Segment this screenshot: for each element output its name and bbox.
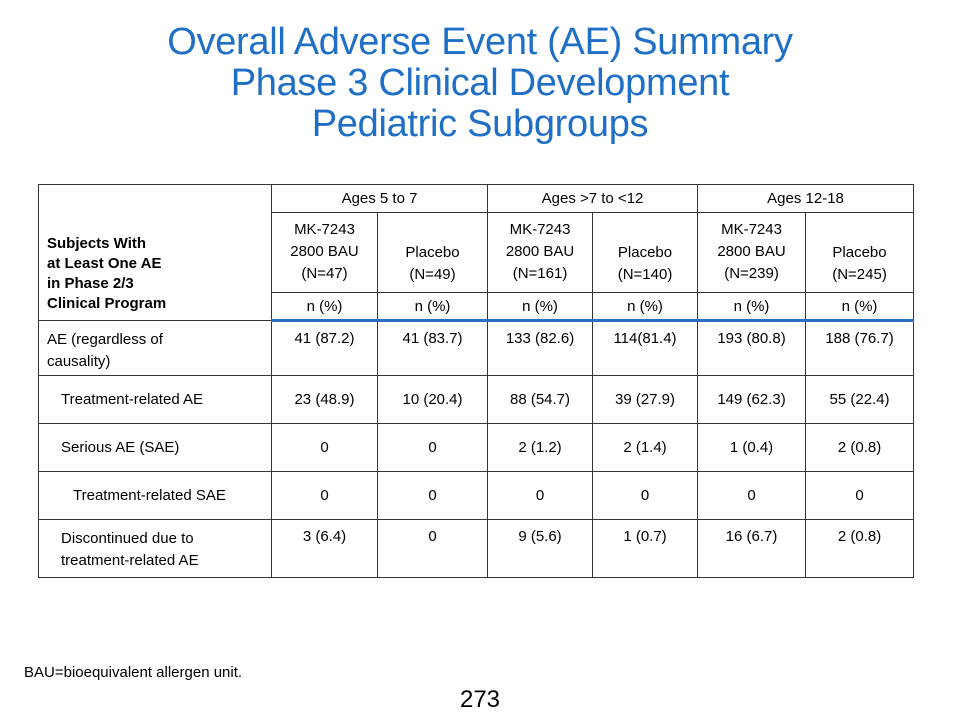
- arm-n: (N=245): [832, 266, 887, 283]
- arm-name-line: Placebo: [617, 244, 673, 261]
- arm-header: Placebo (N=49): [376, 212, 489, 293]
- table-cell: 0: [487, 471, 594, 520]
- table-cell: 39 (27.9): [592, 375, 699, 424]
- arm-name-line: 2800 BAU: [290, 243, 359, 260]
- unit-header: n (%): [592, 292, 699, 322]
- table-cell: 133 (82.6): [487, 320, 594, 376]
- header-label-line: in Phase 2/3: [47, 275, 134, 292]
- table-cell: 10 (20.4): [376, 375, 489, 424]
- arm-header: Placebo (N=245): [805, 212, 915, 293]
- table-cell: 188 (76.7): [805, 320, 915, 376]
- arm-n: (N=140): [617, 266, 673, 283]
- row-label-line: causality): [47, 353, 111, 370]
- row-label: Treatment-related SAE: [38, 471, 272, 520]
- table-cell: 0: [805, 471, 915, 520]
- unit-header: n (%): [376, 292, 489, 322]
- arm-n: (N=239): [724, 265, 779, 282]
- slide-title: Overall Adverse Event (AE) Summary Phase…: [0, 22, 960, 145]
- table-cell: 2 (0.8): [805, 423, 915, 472]
- arm-name-line: Placebo: [832, 244, 887, 261]
- unit-header: n (%): [805, 292, 915, 322]
- row-label: Discontinued due to treatment-related AE: [38, 519, 272, 578]
- table-header-label: Subjects With at Least One AE in Phase 2…: [38, 184, 272, 321]
- table-cell: 0: [271, 471, 378, 520]
- table-cell: 16 (6.7): [697, 519, 807, 578]
- arm-n: (N=47): [301, 265, 348, 282]
- table-row: Discontinued due to treatment-related AE…: [38, 519, 915, 578]
- table-cell: 0: [271, 423, 378, 472]
- arm-name-line: MK-7243: [294, 221, 355, 238]
- arm-name-line: 2800 BAU: [505, 243, 575, 260]
- table-cell: 114(81.4): [592, 320, 699, 376]
- table-cell: 2 (0.8): [805, 519, 915, 578]
- table-cell: 0: [376, 519, 489, 578]
- table-row: Treatment-related AE 23 (48.9) 10 (20.4)…: [38, 375, 915, 424]
- row-label-line: Discontinued due to: [61, 530, 194, 547]
- title-line-3: Pediatric Subgroups: [311, 103, 649, 145]
- row-label: AE (regardless of causality): [38, 320, 272, 376]
- arm-name-line: 2800 BAU: [717, 243, 786, 260]
- row-label-line: treatment-related AE: [61, 552, 199, 569]
- unit-header: n (%): [271, 292, 378, 322]
- group-header-ages-5-7: Ages 5 to 7: [270, 184, 489, 213]
- row-label: Treatment-related AE: [38, 375, 272, 424]
- ae-summary-table: Subjects With at Least One AE in Phase 2…: [38, 184, 915, 578]
- table-cell: 0: [592, 471, 699, 520]
- title-line-2: Phase 3 Clinical Development: [230, 62, 730, 104]
- header-label-line: Clinical Program: [47, 295, 167, 312]
- table-row: AE (regardless of causality) 41 (87.2) 4…: [38, 320, 915, 376]
- table-cell: 0: [376, 471, 489, 520]
- row-label-line: AE (regardless of: [47, 331, 163, 348]
- title-line-1: Overall Adverse Event (AE) Summary: [167, 21, 793, 63]
- table-cell: 1 (0.7): [592, 519, 699, 578]
- table-cell: 1 (0.4): [697, 423, 807, 472]
- table-cell: 2 (1.2): [487, 423, 594, 472]
- table-cell: 0: [697, 471, 807, 520]
- table-cell: 3 (6.4): [271, 519, 378, 578]
- unit-header: n (%): [697, 292, 807, 322]
- group-header-ages-7-12: Ages >7 to <12: [487, 184, 699, 213]
- arm-header: MK-7243 2800 BAU (N=47): [271, 212, 378, 293]
- row-label: Serious AE (SAE): [38, 423, 272, 472]
- arm-name-line: MK-7243: [721, 221, 782, 238]
- unit-header: n (%): [487, 292, 594, 322]
- arm-name-line: Placebo: [405, 244, 460, 261]
- table-cell: 55 (22.4): [805, 375, 915, 424]
- arm-header: Placebo (N=140): [592, 212, 699, 293]
- table-row: Treatment-related SAE 0 0 0 0 0 0: [38, 471, 915, 520]
- group-header-ages-12-18: Ages 12-18: [697, 184, 915, 213]
- table-cell: 2 (1.4): [592, 423, 699, 472]
- arm-header: MK-7243 2800 BAU (N=239): [697, 212, 807, 293]
- table-cell: 41 (87.2): [271, 320, 378, 376]
- table-cell: 193 (80.8): [697, 320, 807, 376]
- table-row: Serious AE (SAE) 0 0 2 (1.2) 2 (1.4) 1 (…: [38, 423, 915, 472]
- footnote: BAU=bioequivalent allergen unit.: [24, 664, 243, 681]
- arm-n: (N=161): [512, 265, 568, 282]
- header-label-line: at Least One AE: [47, 255, 162, 272]
- arm-name-line: MK-7243: [509, 221, 571, 238]
- table-cell: 0: [376, 423, 489, 472]
- table-cell: 9 (5.6): [487, 519, 594, 578]
- arm-n: (N=49): [409, 266, 456, 283]
- table-cell: 41 (83.7): [376, 320, 489, 376]
- table-cell: 88 (54.7): [487, 375, 594, 424]
- page-number: 273: [459, 686, 501, 713]
- table-cell: 23 (48.9): [271, 375, 378, 424]
- header-label-line: Subjects With: [47, 235, 147, 252]
- table-cell: 149 (62.3): [697, 375, 807, 424]
- arm-header: MK-7243 2800 BAU (N=161): [487, 212, 594, 293]
